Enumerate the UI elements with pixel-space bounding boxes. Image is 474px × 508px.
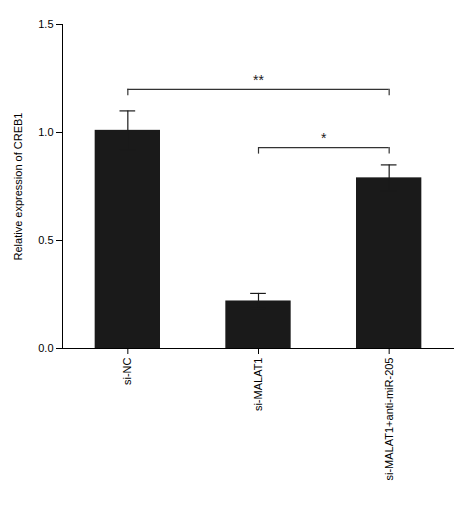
svg-text:0.5: 0.5 [38, 234, 53, 246]
svg-text:Relative expression of CREB1: Relative expression of CREB1 [12, 113, 24, 261]
svg-text:0.0: 0.0 [38, 342, 53, 354]
svg-text:si-MALAT1+anti-miR-205: si-MALAT1+anti-miR-205 [383, 358, 395, 481]
svg-text:1.5: 1.5 [38, 18, 53, 30]
svg-text:**: ** [253, 72, 264, 88]
svg-text:si-NC: si-NC [121, 357, 133, 385]
svg-text:1.0: 1.0 [38, 126, 53, 138]
svg-text:si-MALAT1: si-MALAT1 [252, 358, 264, 412]
svg-text:*: * [321, 130, 327, 146]
